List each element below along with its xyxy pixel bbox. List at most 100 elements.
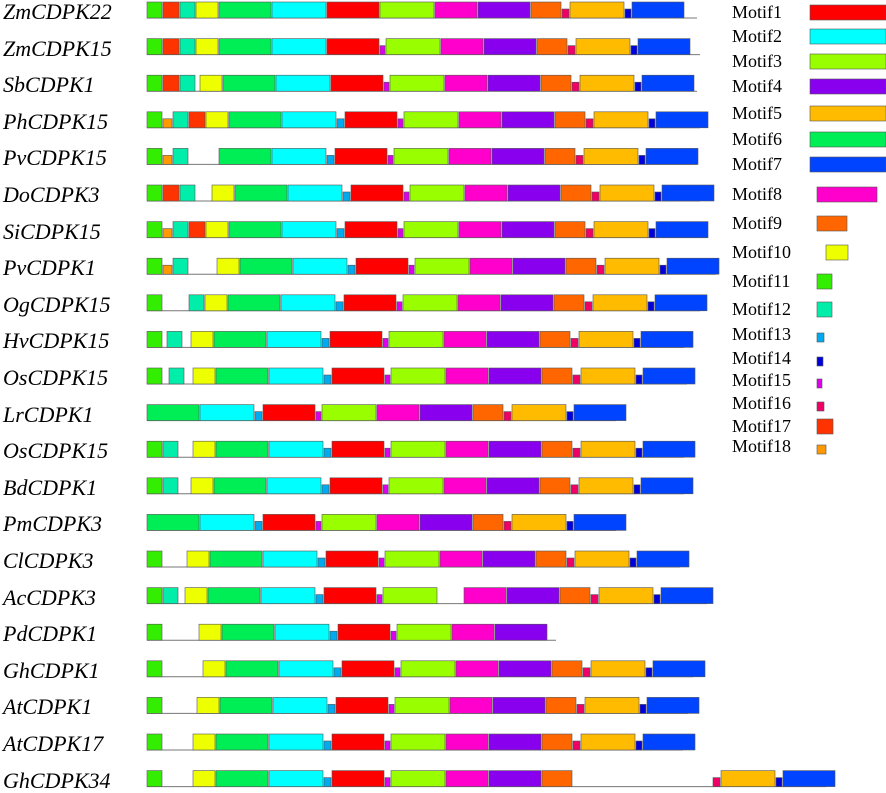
motif-block-13 <box>323 374 332 385</box>
motif-block-7 <box>640 477 694 495</box>
motif-block-11 <box>146 294 163 312</box>
motif-block-6 <box>146 404 200 421</box>
motif-block-1 <box>337 623 391 641</box>
legend-label-12: Motif12 <box>732 299 792 319</box>
motif-block-13 <box>315 594 324 604</box>
motif-block-8 <box>443 477 487 495</box>
motif-block-4 <box>482 550 536 568</box>
motif-block-16 <box>503 411 512 421</box>
motif-block-16 <box>572 740 581 751</box>
motif-block-14 <box>659 264 667 275</box>
motif-block-10 <box>205 111 229 129</box>
legend-swatch-14 <box>816 356 824 367</box>
motif-block-1 <box>344 221 398 238</box>
legend-label-17: Motif17 <box>732 416 792 436</box>
motif-block-11 <box>146 184 163 202</box>
motif-block-1 <box>262 514 316 531</box>
motif-block-3 <box>390 733 446 751</box>
motif-block-12 <box>162 587 179 604</box>
motif-block-9 <box>539 477 571 495</box>
sequence-label: AtCDPK1 <box>3 694 93 720</box>
sequence-label: OgCDPK15 <box>3 291 111 317</box>
motif-block-16 <box>571 81 580 92</box>
legend-label-9: Motif9 <box>732 213 783 233</box>
motif-block-14 <box>648 228 656 238</box>
motif-block-14 <box>645 667 653 678</box>
sequence-label: DoCDPK3 <box>3 182 100 207</box>
motif-block-4 <box>487 74 541 92</box>
motif-block-14 <box>635 740 643 751</box>
motif-block-6 <box>213 331 267 348</box>
sequence-label: ZmCDPK15 <box>3 35 112 61</box>
motif-block-5 <box>575 38 631 55</box>
motif-block-16 <box>585 118 594 129</box>
motif-block-8 <box>464 184 508 202</box>
motif-block-15 <box>408 264 415 275</box>
motif-block-3 <box>384 550 440 568</box>
motif-block-4 <box>488 770 542 787</box>
motif-block-6 <box>215 733 269 751</box>
motif-block-13 <box>333 667 342 678</box>
motif-block-16 <box>591 191 600 202</box>
motif-block-2 <box>271 1 327 19</box>
motif-block-5 <box>604 257 660 275</box>
motif-block-12 <box>179 74 196 92</box>
motif-block-6 <box>227 294 281 312</box>
motif-block-10 <box>190 331 214 348</box>
motif-block-13 <box>254 521 263 531</box>
motif-block-6 <box>213 477 267 495</box>
motif-block-3 <box>321 514 377 531</box>
motif-block-5 <box>599 184 655 202</box>
motif-block-13 <box>323 777 332 787</box>
motif-block-10 <box>192 440 216 458</box>
motif-block-7 <box>573 404 627 421</box>
motif-block-13 <box>327 704 336 714</box>
motif-block-11 <box>146 367 163 385</box>
motif-block-16 <box>572 374 581 385</box>
motif-block-13 <box>336 118 345 129</box>
motif-block-14 <box>629 557 637 568</box>
motif-block-16 <box>570 338 579 348</box>
motif-block-3 <box>382 587 438 604</box>
motif-block-9 <box>551 660 583 678</box>
motif-block-5 <box>584 697 640 714</box>
motif-block-3 <box>414 257 470 275</box>
motif-block-11 <box>146 111 163 129</box>
motif-block-2 <box>292 257 348 275</box>
motif-block-9 <box>536 38 568 55</box>
motif-block-6 <box>228 111 282 129</box>
motif-block-17 <box>162 74 180 92</box>
motif-block-9 <box>560 184 592 202</box>
legend-label-2: Motif2 <box>732 26 783 46</box>
motif-block-8 <box>451 623 495 641</box>
motif-block-5 <box>578 331 634 348</box>
legend-swatch-3 <box>809 53 886 70</box>
motif-block-6 <box>222 74 276 92</box>
legend-label-4: Motif4 <box>732 76 783 96</box>
legend-swatch-12 <box>816 301 833 318</box>
motif-block-8 <box>457 294 501 312</box>
motif-block-7 <box>642 367 696 385</box>
motif-block-2 <box>278 660 334 678</box>
motif-block-14 <box>633 484 641 495</box>
motif-block-3 <box>403 111 459 129</box>
motif-block-14 <box>647 301 655 312</box>
motif-block-16 <box>596 264 605 275</box>
motif-block-5 <box>720 770 776 787</box>
motif-block-9 <box>530 1 562 19</box>
sequence-label: AcCDPK3 <box>3 584 96 610</box>
motif-block-14 <box>635 374 643 385</box>
motif-block-3 <box>388 331 444 348</box>
motif-block-15 <box>382 484 389 495</box>
motif-block-4 <box>491 148 545 165</box>
legend-label-10: Motif10 <box>732 242 792 262</box>
motif-block-12 <box>188 294 205 312</box>
motif-block-8 <box>469 257 513 275</box>
motif-block-8 <box>458 111 502 129</box>
motif-block-8 <box>445 367 489 385</box>
motif-block-14 <box>624 8 632 19</box>
motif-block-9 <box>545 697 577 714</box>
motif-block-12 <box>172 257 189 275</box>
